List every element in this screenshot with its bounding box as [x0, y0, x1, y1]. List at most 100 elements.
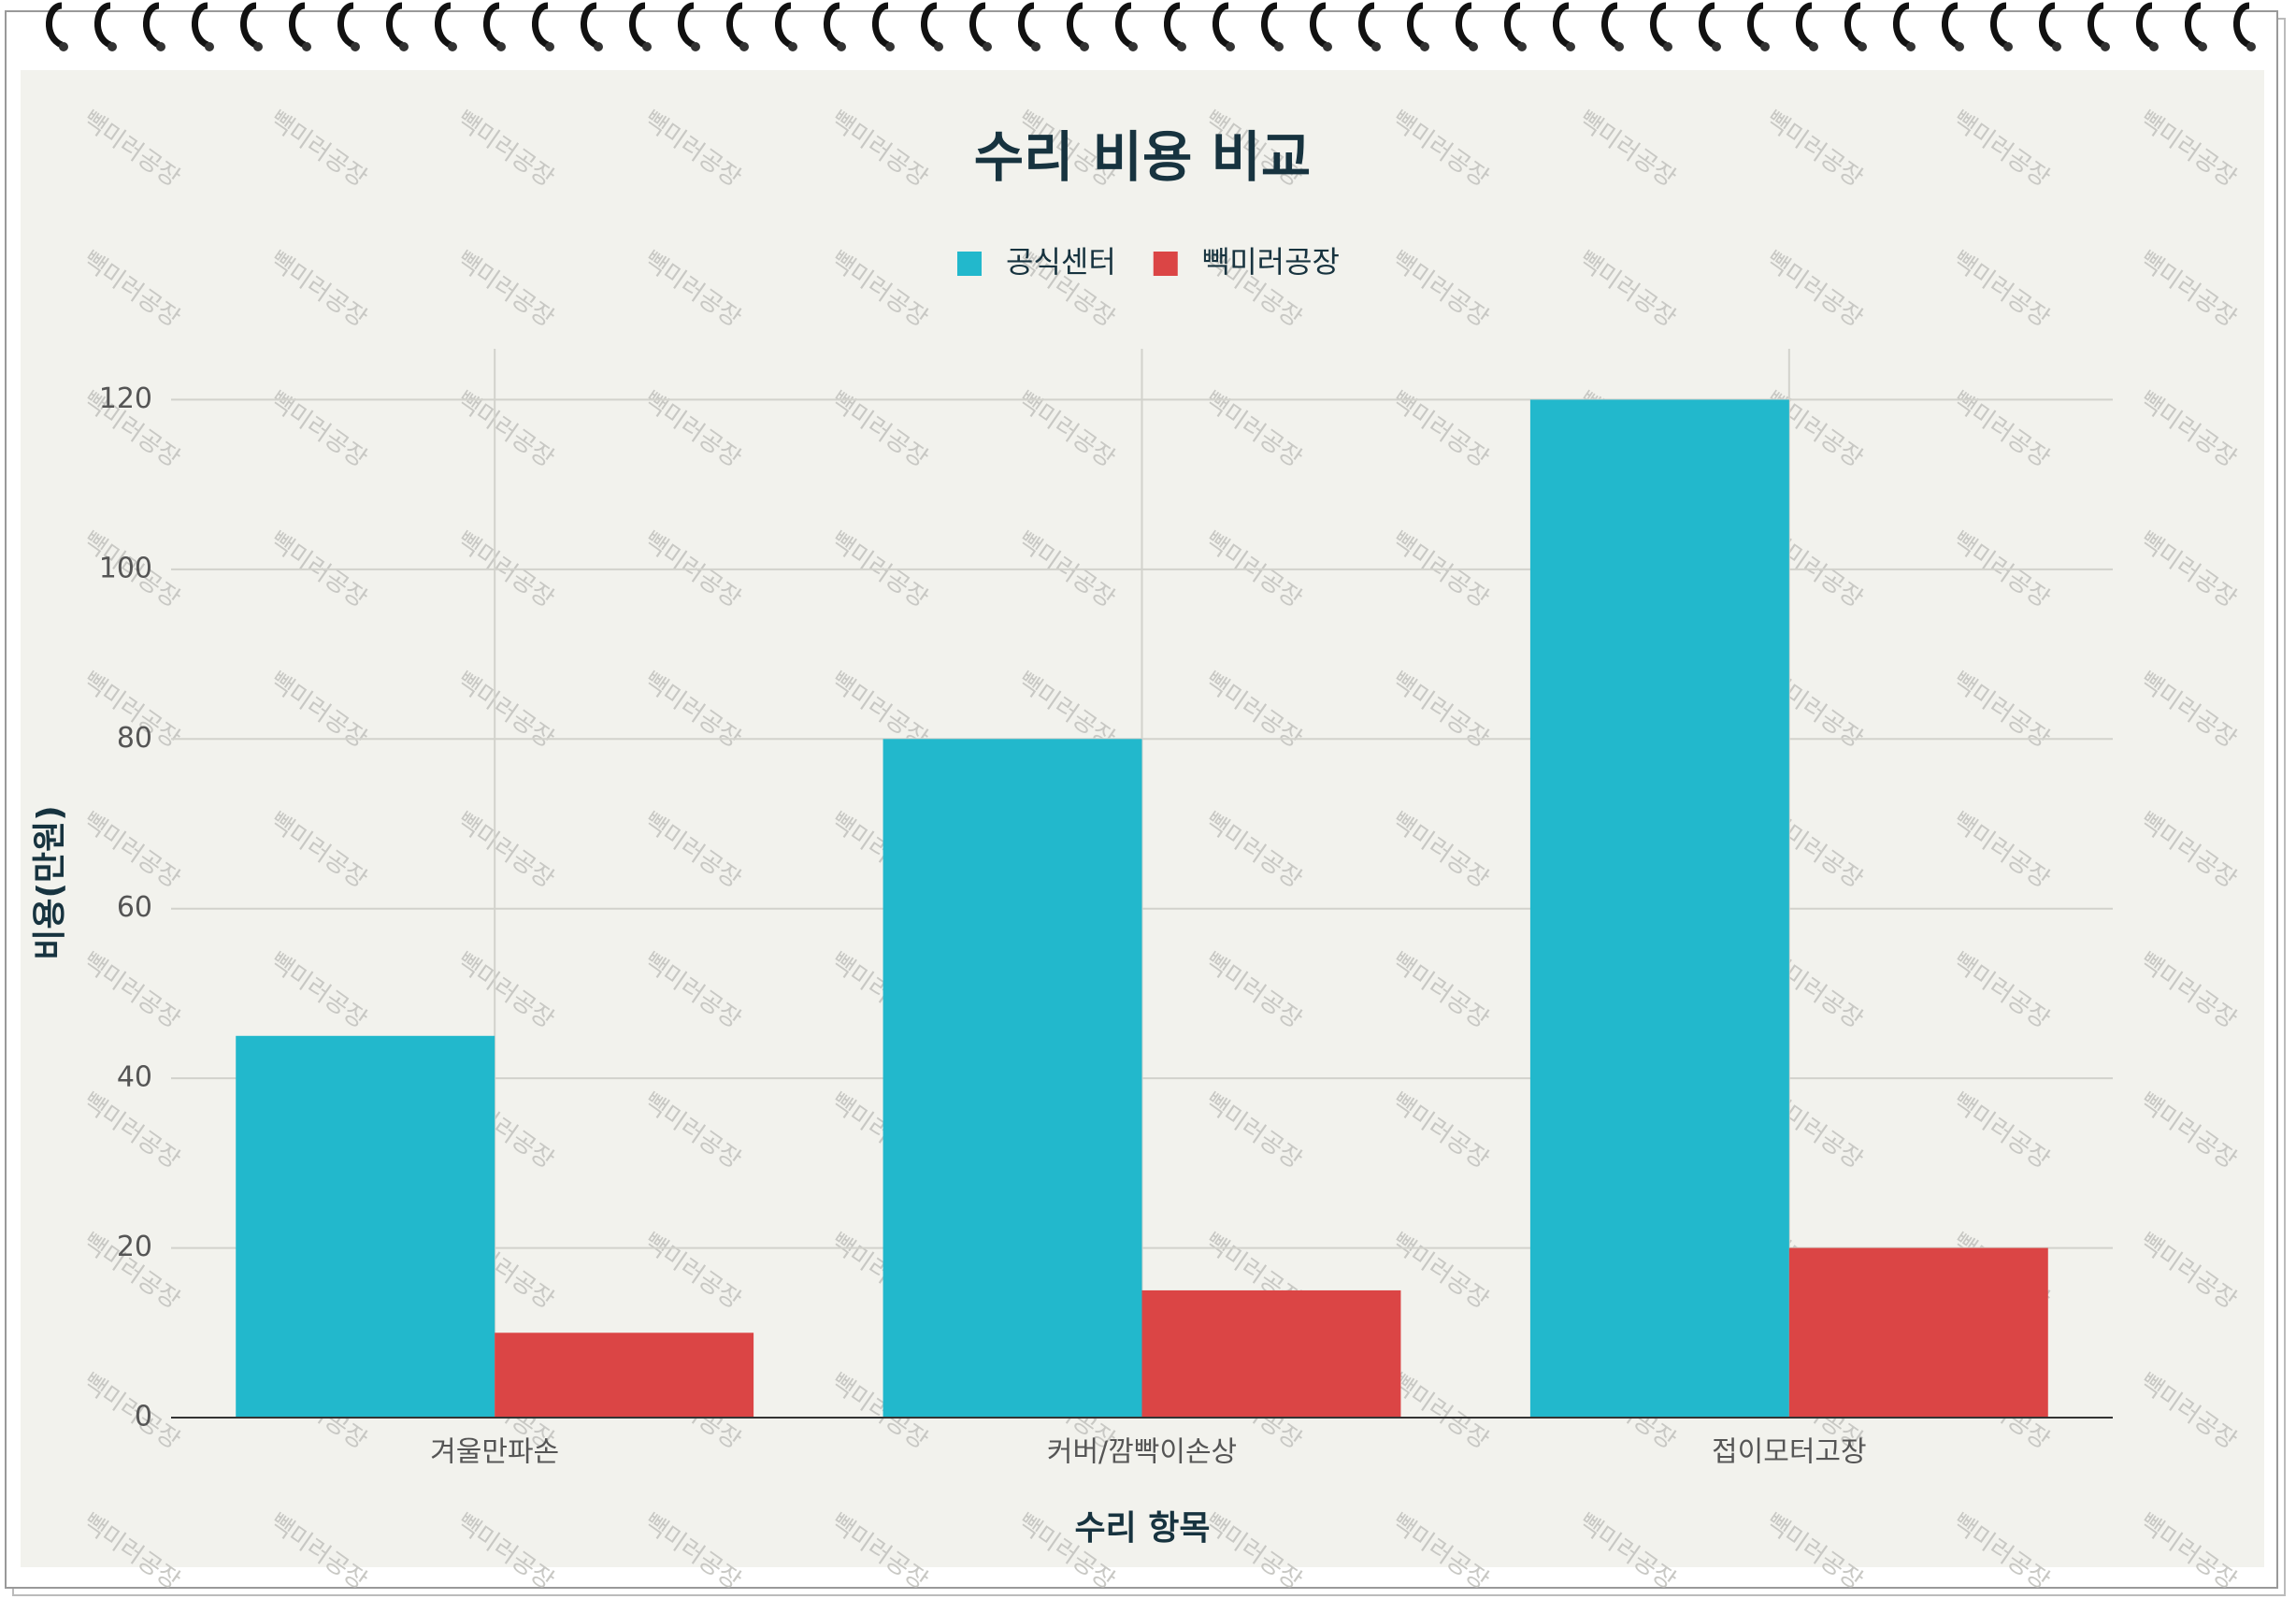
ring-hole — [2149, 42, 2159, 51]
ring — [532, 2, 550, 49]
ring — [1115, 2, 1133, 49]
ring — [921, 2, 939, 49]
ring-hole — [351, 42, 360, 51]
ring-hole — [1858, 42, 1867, 51]
bar — [236, 1035, 495, 1418]
ring-hole — [1177, 42, 1186, 51]
ring — [1844, 2, 1862, 49]
ring-hole — [2101, 42, 2110, 51]
ring-hole — [983, 42, 992, 51]
ring — [2039, 2, 2057, 49]
ring — [94, 2, 112, 49]
ring — [1553, 2, 1571, 49]
ring — [2136, 2, 2154, 49]
ring-hole — [2198, 42, 2207, 51]
ring — [1261, 2, 1279, 49]
ring — [1650, 2, 1668, 49]
ring — [143, 2, 161, 49]
ring-hole — [59, 42, 68, 51]
ring-hole — [2246, 42, 2256, 51]
ring-hole — [642, 42, 652, 51]
legend-label: 빽미러공장 — [1202, 244, 1340, 280]
ring — [1164, 2, 1182, 49]
ring-hole — [1712, 42, 1721, 51]
ring — [775, 2, 793, 49]
ring — [192, 2, 209, 49]
ring-hole — [739, 42, 749, 51]
bar — [495, 1332, 754, 1418]
ring-hole — [156, 42, 165, 51]
ring-hole — [1469, 42, 1478, 51]
ring-hole — [1274, 42, 1284, 51]
legend-label: 공식센터 — [1006, 244, 1116, 280]
bar — [1529, 399, 1789, 1418]
ring-hole — [1614, 42, 1624, 51]
ring-hole — [1031, 42, 1040, 51]
ring-hole — [691, 42, 700, 51]
y-axis-title: 비용(만원) — [31, 805, 69, 959]
ring-hole — [934, 42, 943, 51]
ring — [824, 2, 841, 49]
ring — [1796, 2, 1814, 49]
y-tick-label: 120 — [99, 382, 152, 415]
y-tick-label: 20 — [117, 1231, 152, 1263]
bar — [883, 739, 1142, 1418]
ring — [1213, 2, 1230, 49]
chart-title: 수리 비용 비교 — [974, 125, 1312, 189]
ring — [46, 2, 64, 49]
ring — [1456, 2, 1473, 49]
ring-hole — [448, 42, 457, 51]
y-tick-label: 0 — [135, 1401, 152, 1433]
ring-hole — [108, 42, 117, 51]
spiral — [46, 2, 2256, 51]
ring — [1310, 2, 1327, 49]
x-axis-title: 수리 항목 — [1074, 1509, 1210, 1548]
ring-hole — [1080, 42, 1089, 51]
ring — [435, 2, 452, 49]
ring — [1407, 2, 1425, 49]
ring — [240, 2, 258, 49]
ring-hole — [1517, 42, 1527, 51]
ring-hole — [399, 42, 409, 51]
ring — [1942, 2, 1959, 49]
ring — [872, 2, 890, 49]
ring — [629, 2, 647, 49]
x-tick-label: 접이모터고장 — [1712, 1436, 1867, 1469]
y-tick-label: 60 — [117, 891, 152, 924]
ring-hole — [788, 42, 797, 51]
ring-hole — [1128, 42, 1138, 51]
ring — [1018, 2, 1036, 49]
ring — [1893, 2, 1911, 49]
ring — [1601, 2, 1619, 49]
ring-hole — [2052, 42, 2061, 51]
ring — [726, 2, 744, 49]
ring — [337, 2, 355, 49]
bar — [1788, 1247, 2048, 1418]
ring-hole — [545, 42, 554, 51]
legend-swatch — [1153, 252, 1178, 276]
y-tick-label: 100 — [99, 552, 152, 584]
ring-hole — [496, 42, 506, 51]
ring — [1504, 2, 1522, 49]
x-tick-label: 커버/깜빡이손상 — [1047, 1436, 1237, 1469]
ring — [386, 2, 404, 49]
ring-hole — [2003, 42, 2013, 51]
x-tick-label: 겨울만파손 — [430, 1436, 559, 1469]
ring-hole — [1809, 42, 1818, 51]
ring — [678, 2, 696, 49]
ring — [2185, 2, 2203, 49]
bar — [1141, 1289, 1401, 1418]
ring-hole — [1760, 42, 1770, 51]
ring — [581, 2, 598, 49]
ring-hole — [885, 42, 895, 51]
ring-hole — [1371, 42, 1381, 51]
ring-hole — [1906, 42, 1916, 51]
ring-hole — [1955, 42, 1964, 51]
y-tick-label: 40 — [117, 1061, 152, 1094]
ring-hole — [837, 42, 846, 51]
ring-hole — [205, 42, 214, 51]
ring — [969, 2, 987, 49]
ring — [1699, 2, 1716, 49]
ring — [2088, 2, 2105, 49]
